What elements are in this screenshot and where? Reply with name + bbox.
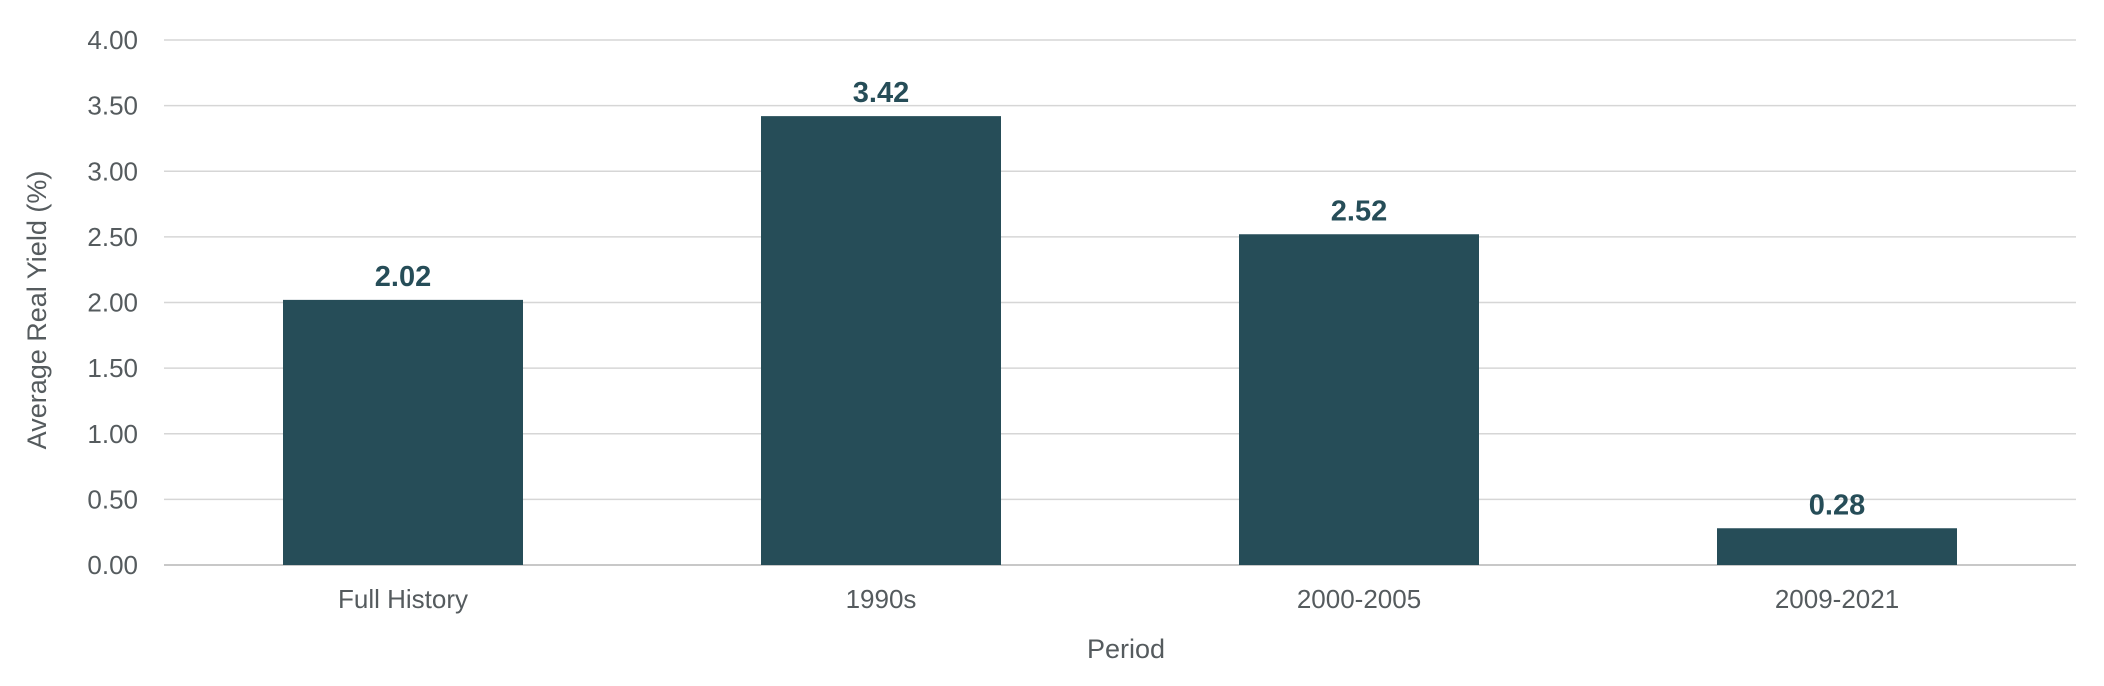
y-tick-label: 2.50 [87, 222, 138, 252]
bar-value-label: 0.28 [1809, 489, 1865, 521]
data-labels: 2.02 3.42 2.52 0.28 [375, 77, 1865, 521]
y-tick-label: 0.00 [87, 550, 138, 580]
y-tick-label: 3.00 [87, 156, 138, 186]
y-tick-label: 2.00 [87, 288, 138, 318]
y-tick-label: 3.50 [87, 91, 138, 121]
bar [283, 299, 523, 565]
x-axis-ticks: Full History 1990s 2000-2005 2009-2021 [338, 584, 1899, 614]
y-tick-label: 1.50 [87, 353, 138, 383]
bar [1717, 528, 1957, 565]
bars [283, 116, 1957, 565]
x-tick-label: Full History [338, 584, 468, 614]
y-tick-label: 4.00 [87, 25, 138, 55]
x-tick-label: 1990s [846, 584, 917, 614]
bar [761, 116, 1001, 565]
x-tick-label: 2000-2005 [1297, 584, 1421, 614]
y-axis-title: Average Real Yield (%) [22, 171, 52, 450]
y-tick-label: 0.50 [87, 484, 138, 514]
bar [1239, 234, 1479, 565]
y-axis-ticks: 0.00 0.50 1.00 1.50 2.00 2.50 3.00 3.50 4.00 [87, 25, 138, 580]
x-tick-label: 2009-2021 [1775, 584, 1899, 614]
bar-value-label: 2.52 [1331, 195, 1387, 227]
x-axis-title: Period [1087, 634, 1165, 664]
y-tick-label: 1.00 [87, 419, 138, 449]
bar-value-label: 2.02 [375, 261, 431, 293]
bar-value-label: 3.42 [853, 77, 909, 109]
